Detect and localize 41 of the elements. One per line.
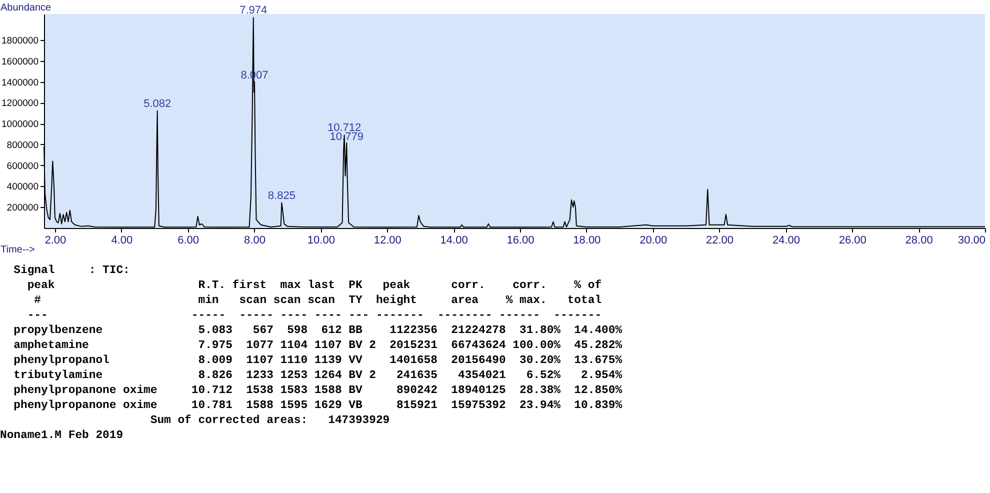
x-tick-label: 10.00 — [307, 234, 335, 246]
x-tick-label: 6.00 — [178, 234, 200, 246]
x-axis-title: Time--> — [0, 244, 36, 256]
y-tick-label: 600000 — [6, 160, 38, 172]
x-tick-label: 8.00 — [244, 234, 266, 246]
x-tick-label: 28.00 — [905, 234, 933, 246]
y-tick-label: 200000 — [6, 202, 38, 214]
text: amphetamine 7.975 1077 1104 1107 BV 2 2015231 66743624 100.00% 45.282% — [12, 339, 624, 354]
x-tick-label: 2.00 — [44, 234, 66, 246]
text: tributylamine 8.826 1233 1253 1264 BV 2 241635 4354021 6.52% 2.954% — [12, 369, 624, 384]
y-tick-label: 800000 — [6, 140, 38, 151]
y-axis-title: Abundance — [0, 2, 52, 14]
x-tick-label: 30.00 — [958, 234, 986, 246]
text: Noname1.M Feb 2019 — [0, 429, 124, 444]
x-tick-label: 22.00 — [706, 234, 734, 246]
y-tick-label: 1000000 — [2, 119, 38, 130]
text: Signal : TIC: — [12, 264, 131, 279]
text: phenylpropanone oxime 10.781 1588 1595 1629 VB 815921 15975392 23.94% 10.839% — [12, 399, 624, 414]
x-tick-label: 18.00 — [573, 234, 601, 246]
y-tick-label: 1600000 — [2, 56, 38, 68]
text: phenylpropanone oxime 10.712 1538 1583 1588 BV 890242 18940125 28.38% 12.850% — [12, 384, 624, 399]
x-tick-label: 16.00 — [506, 234, 534, 246]
x-tick-label: 14.00 — [440, 234, 468, 246]
text: peak R.T. first max last PK peak corr. corr. % of — [26, 279, 603, 294]
text: phenylpropanol 8.009 1107 1110 1139 VV 1401658 20156490 30.20% 13.675% — [12, 354, 624, 369]
annotation: 8.825 — [268, 190, 296, 202]
annotation: 5.082 — [144, 98, 172, 110]
x-tick-label: 4.00 — [111, 234, 133, 246]
y-tick-label: 1800000 — [2, 36, 38, 47]
y-tick-label: 1400000 — [2, 77, 38, 88]
x-tick-label: 20.00 — [640, 234, 668, 246]
x-tick-label: 26.00 — [838, 234, 866, 246]
x-tick-label: 24.00 — [772, 234, 800, 246]
y-tick-label: 1200000 — [2, 98, 38, 110]
text: --- ----- ----- ---- ---- --- ------- -------- ------ ------- — [26, 309, 603, 324]
text: Sum of corrected areas: 147393929 — [149, 414, 391, 429]
annotation: 7.974 — [240, 4, 268, 17]
y-tick-label: 400000 — [6, 182, 38, 193]
text: propylbenzene 5.083 567 598 612 BB 1122356 21224278 31.80% 14.400% — [12, 324, 624, 339]
x-tick-label: 12.00 — [374, 234, 402, 246]
text: # min scan scan scan TY height area % max. total — [33, 294, 603, 309]
